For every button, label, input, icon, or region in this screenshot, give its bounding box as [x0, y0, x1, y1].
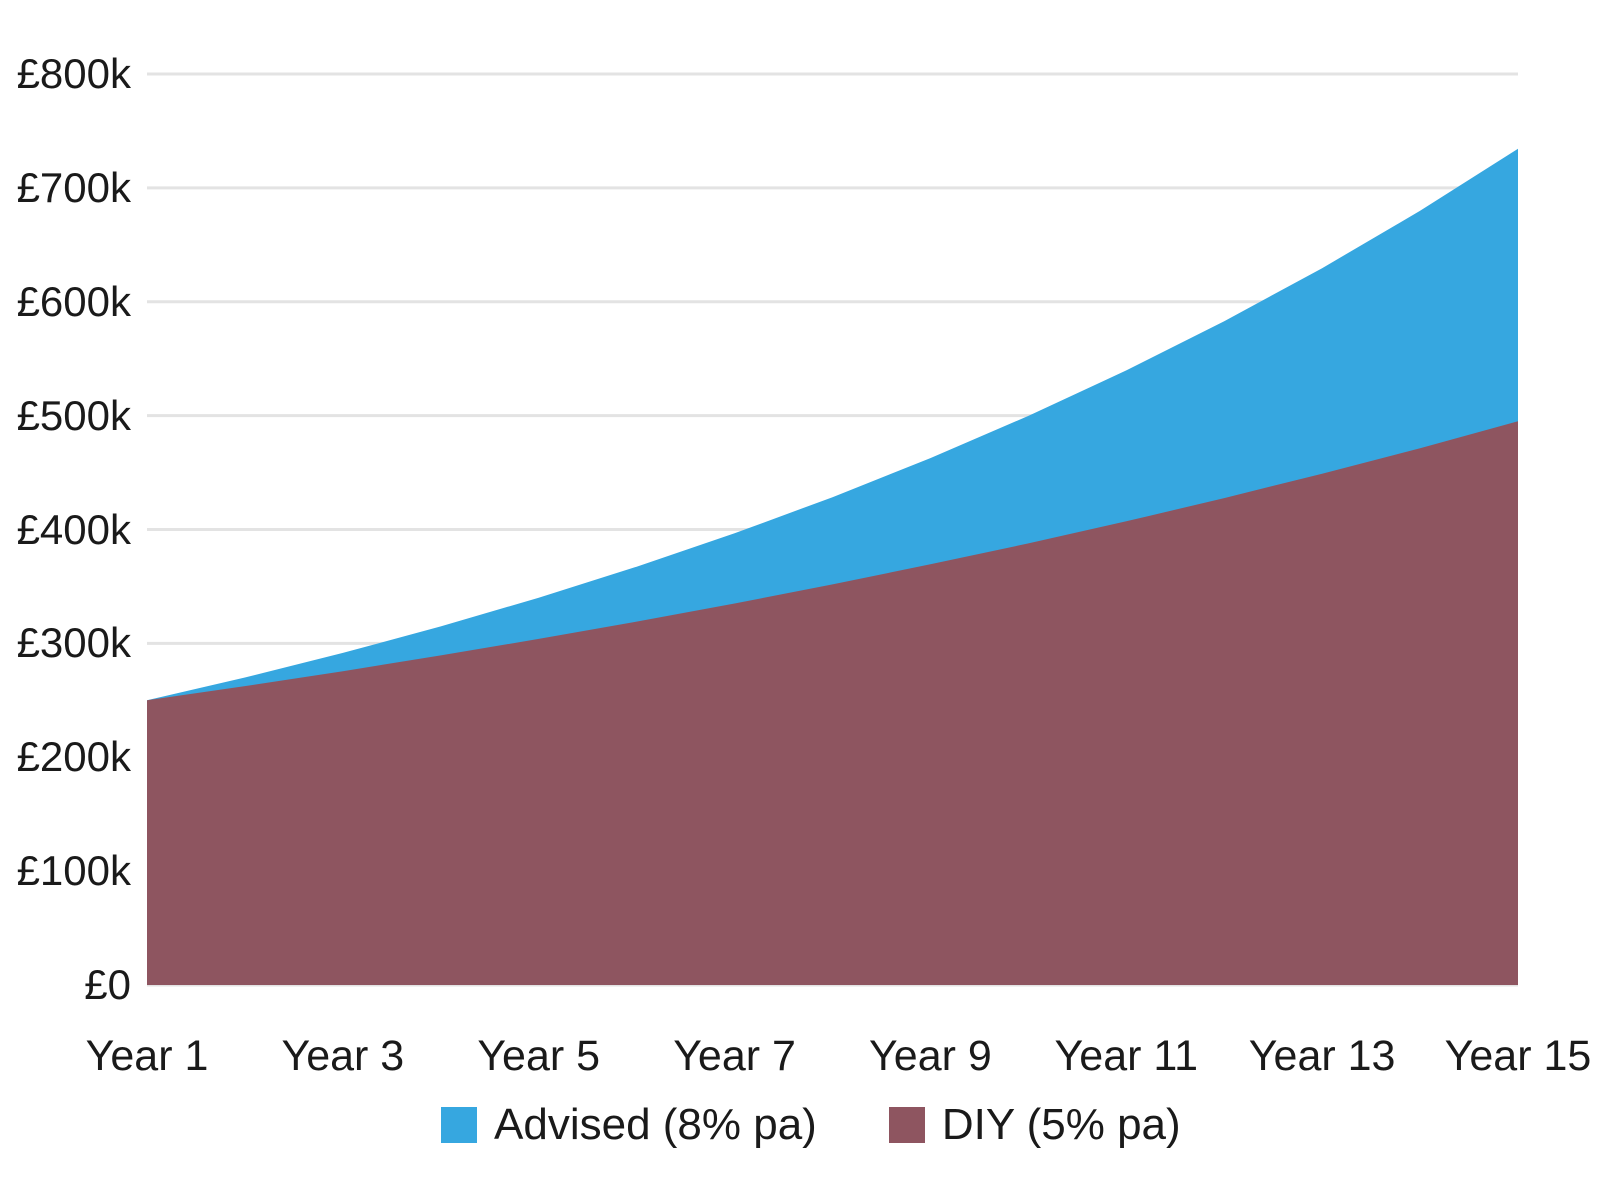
- y-tick-label: £200k: [16, 733, 131, 781]
- y-tick-label: £300k: [16, 619, 131, 667]
- y-tick-label: £500k: [16, 391, 131, 439]
- x-axis: Year 1 Year 3 Year 5 Year 7 Year 9 Year 11 Yea…: [0, 1032, 1600, 1088]
- y-tick-label: £800k: [16, 50, 131, 97]
- y-tick-label: £600k: [16, 277, 131, 325]
- legend-label-diy: DIY (5% pa): [941, 1100, 1181, 1149]
- x-tick-label: Year 11: [1054, 1032, 1199, 1080]
- y-axis: £0 £100k £200k £300k £400k £500k £600k £700k £80…: [0, 0, 131, 1186]
- x-tick-label: Year 13: [1248, 1032, 1396, 1080]
- x-tick-label: Year 7: [673, 1032, 796, 1080]
- x-tick-label: Year 1: [85, 1032, 209, 1080]
- y-tick-label: £700k: [16, 163, 131, 211]
- x-tick-label: Year 9: [869, 1032, 992, 1080]
- legend-item-diy: DIY (5% pa): [888, 1100, 1181, 1150]
- x-tick-label: Year 15: [1444, 1032, 1592, 1080]
- x-tick-label: Year 3: [281, 1032, 405, 1080]
- legend-label-advised: Advised (8% pa): [494, 1100, 817, 1149]
- x-tick-label: Year 5: [477, 1032, 601, 1080]
- chart-legend: Advised (8% pa) DIY (5% pa): [441, 1100, 1181, 1150]
- diy-series-swatch: [888, 1107, 925, 1143]
- advised-series-swatch: [441, 1107, 477, 1143]
- area-series-1: [147, 421, 1518, 985]
- y-tick-label: £100k: [16, 847, 131, 895]
- legend-item-advised: Advised (8% pa): [441, 1100, 817, 1150]
- y-tick-label: £0: [84, 961, 131, 1008]
- y-tick-label: £400k: [16, 505, 131, 553]
